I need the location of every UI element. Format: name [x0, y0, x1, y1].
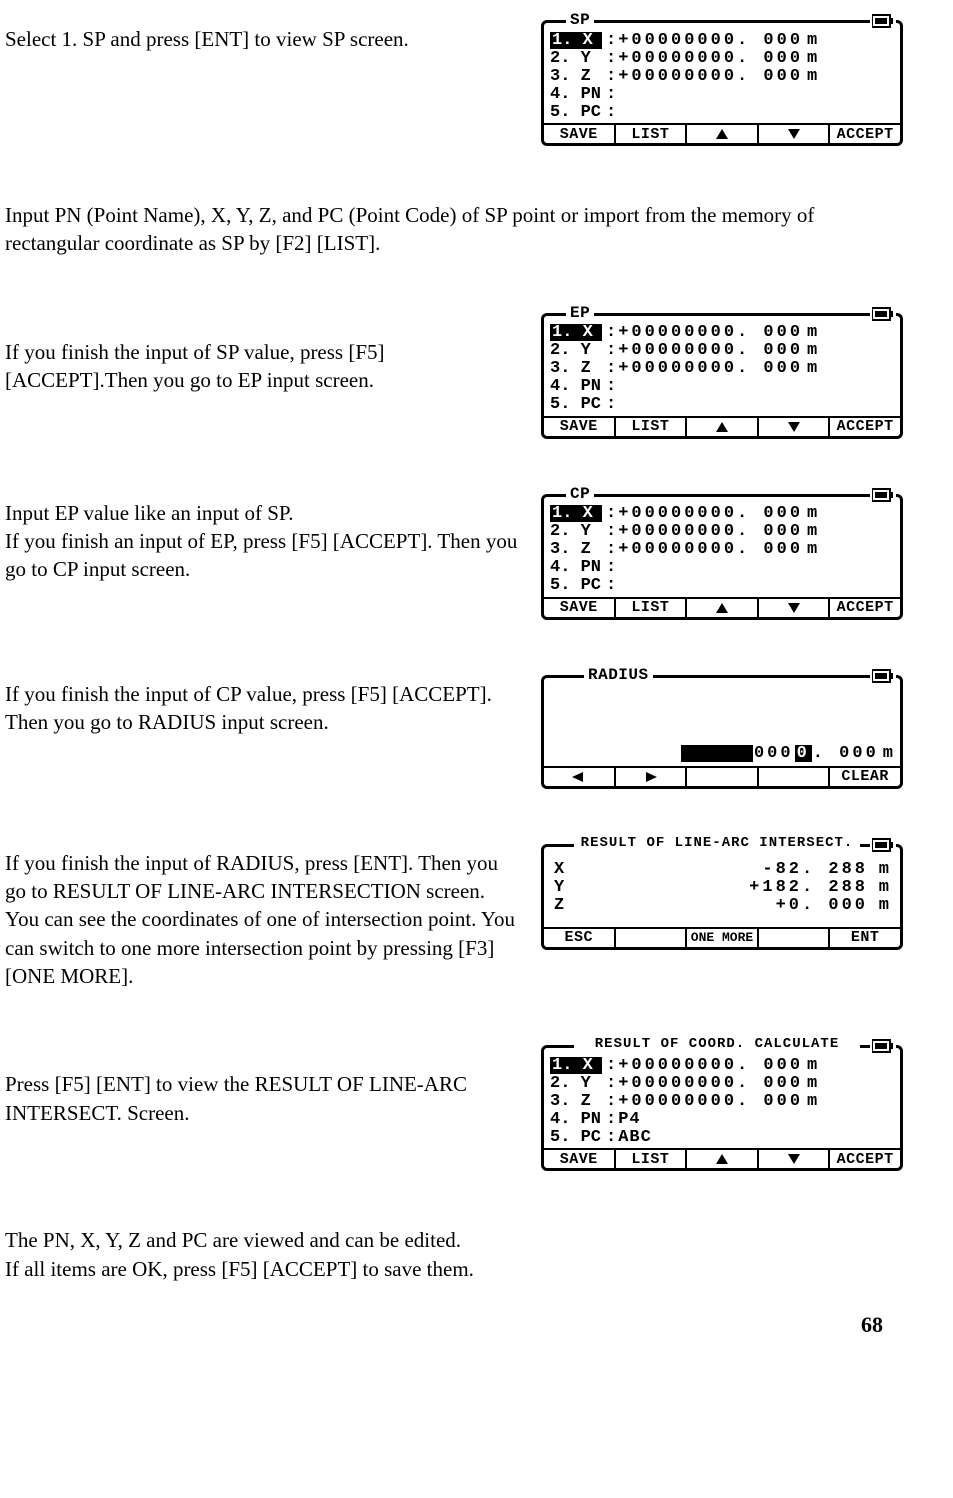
int-row-y: Y+182. 288m — [554, 879, 890, 897]
row-x: 1. X:+00000000. 000m — [550, 31, 894, 49]
screen-calc-title: RESULT OF COORD. CALCULATE — [574, 1037, 860, 1051]
step-5-text: If you finish the input of CP value, pre… — [5, 675, 521, 737]
step-1: Select 1. SP and press [ENT] to view SP … — [5, 20, 903, 146]
int-row-x: X-82. 288m — [554, 861, 890, 879]
screen-radius-body: 000 0 . 000 m — [544, 678, 900, 766]
screen-sp-title: SP — [566, 12, 594, 28]
sk-down[interactable] — [759, 418, 831, 436]
sk-down[interactable] — [759, 125, 831, 143]
sk-accept[interactable]: ACCEPT — [830, 418, 900, 436]
screen-ep-wrap: EP 1. X:+00000000. 000m 2. Y:+00000000. … — [541, 313, 903, 439]
sk-up[interactable] — [687, 599, 759, 617]
softkeys-sp: SAVE LIST ACCEPT — [544, 123, 900, 143]
screen-radius-wrap: RADIUS 000 0 . 000 m CLEAR — [541, 675, 903, 789]
screen-sp-wrap: SP 1. X:+00000000. 000m 2. Y:+00000000. … — [541, 20, 903, 146]
softkeys-calc: SAVE LIST ACCEPT — [544, 1148, 900, 1168]
row-pc: 5. PC: — [550, 103, 894, 121]
step-3-text: If you finish the input of SP value, pre… — [5, 313, 521, 395]
sk-save[interactable]: SAVE — [544, 599, 616, 617]
sk-up[interactable] — [687, 1150, 759, 1168]
screen-intersect-title: RESULT OF LINE-ARC INTERSECT. — [574, 836, 860, 850]
sk-ent[interactable]: ENT — [830, 929, 900, 947]
screen-cp-title: CP — [566, 486, 594, 502]
step-4-text: Input EP value like an input of SP. If y… — [5, 494, 521, 584]
step-3: If you finish the input of SP value, pre… — [5, 313, 903, 439]
sk-list[interactable]: LIST — [616, 1150, 688, 1168]
sk-empty-2 — [759, 929, 831, 947]
step-2-text: Input PN (Point Name), X, Y, Z, and PC (… — [5, 201, 903, 258]
screen-calc-body: 1. X:+00000000. 000m 2. Y:+00000000. 000… — [544, 1048, 900, 1148]
screen-sp-body: 1. X:+00000000. 000m 2. Y:+00000000. 000… — [544, 23, 900, 123]
sk-esc[interactable]: ESC — [544, 929, 616, 947]
softkeys-cp: SAVE LIST ACCEPT — [544, 597, 900, 617]
screen-radius: RADIUS 000 0 . 000 m CLEAR — [541, 675, 903, 789]
step-1-text: Select 1. SP and press [ENT] to view SP … — [5, 20, 521, 53]
screen-intersect: RESULT OF LINE-ARC INTERSECT. X-82. 288m… — [541, 844, 903, 950]
sk-accept[interactable]: ACCEPT — [830, 125, 900, 143]
row-pn: 4. PN: — [550, 85, 894, 103]
step-7-text: Press [F5] [ENT] to view the RESULT OF L… — [5, 1045, 521, 1127]
step-5: If you finish the input of CP value, pre… — [5, 675, 903, 789]
sk-save[interactable]: SAVE — [544, 1150, 616, 1168]
screen-intersect-body: X-82. 288m Y+182. 288m Z+0. 000m — [544, 847, 900, 927]
battery-icon — [870, 14, 896, 28]
sk-save[interactable]: SAVE — [544, 125, 616, 143]
battery-icon — [870, 488, 896, 502]
softkeys-ep: SAVE LIST ACCEPT — [544, 416, 900, 436]
screen-cp-body: 1. X:+00000000. 000m 2. Y:+00000000. 000… — [544, 497, 900, 597]
screen-ep-body: 1. X:+00000000. 000m 2. Y:+00000000. 000… — [544, 316, 900, 416]
step-2: Input PN (Point Name), X, Y, Z, and PC (… — [5, 201, 903, 258]
screen-calc-wrap: RESULT OF COORD. CALCULATE 1. X:+0000000… — [541, 1045, 903, 1171]
screen-intersect-wrap: RESULT OF LINE-ARC INTERSECT. X-82. 288m… — [541, 844, 903, 950]
sk-clear[interactable]: CLEAR — [830, 768, 900, 786]
battery-icon — [870, 307, 896, 321]
sk-list[interactable]: LIST — [616, 418, 688, 436]
screen-cp-wrap: CP 1. X:+00000000. 000m 2. Y:+00000000. … — [541, 494, 903, 620]
screen-ep-title: EP — [566, 305, 594, 321]
sk-list[interactable]: LIST — [616, 125, 688, 143]
sk-empty-2 — [759, 768, 831, 786]
sk-down[interactable] — [759, 599, 831, 617]
step-4: Input EP value like an input of SP. If y… — [5, 494, 903, 620]
int-row-z: Z+0. 000m — [554, 897, 890, 915]
sk-list[interactable]: LIST — [616, 599, 688, 617]
final-text: The PN, X, Y, Z and PC are viewed and ca… — [5, 1226, 903, 1283]
sk-down[interactable] — [759, 1150, 831, 1168]
softkeys-intersect: ESC ONE MORE ENT — [544, 927, 900, 947]
sk-right[interactable] — [616, 768, 688, 786]
sk-up[interactable] — [687, 125, 759, 143]
radius-value: 000 0 . 000 m — [680, 745, 894, 762]
battery-icon — [870, 1039, 896, 1053]
screen-ep: EP 1. X:+00000000. 000m 2. Y:+00000000. … — [541, 313, 903, 439]
screen-calc: RESULT OF COORD. CALCULATE 1. X:+0000000… — [541, 1045, 903, 1171]
step-6: If you finish the input of RADIUS, press… — [5, 844, 903, 991]
sk-left[interactable] — [544, 768, 616, 786]
sk-accept[interactable]: ACCEPT — [830, 1150, 900, 1168]
sk-save[interactable]: SAVE — [544, 418, 616, 436]
screen-sp: SP 1. X:+00000000. 000m 2. Y:+00000000. … — [541, 20, 903, 146]
page-number: 68 — [861, 1312, 883, 1338]
sk-empty-1 — [687, 768, 759, 786]
softkeys-radius: CLEAR — [544, 766, 900, 786]
row-y: 2. Y:+00000000. 000m — [550, 49, 894, 67]
battery-icon — [870, 838, 896, 852]
sk-empty-1 — [616, 929, 688, 947]
screen-cp: CP 1. X:+00000000. 000m 2. Y:+00000000. … — [541, 494, 903, 620]
sk-accept[interactable]: ACCEPT — [830, 599, 900, 617]
row-z: 3. Z:+00000000. 000m — [550, 67, 894, 85]
step-6-text: If you finish the input of RADIUS, press… — [5, 844, 521, 991]
sk-one-more[interactable]: ONE MORE — [687, 929, 759, 947]
sk-up[interactable] — [687, 418, 759, 436]
step-7: Press [F5] [ENT] to view the RESULT OF L… — [5, 1045, 903, 1171]
